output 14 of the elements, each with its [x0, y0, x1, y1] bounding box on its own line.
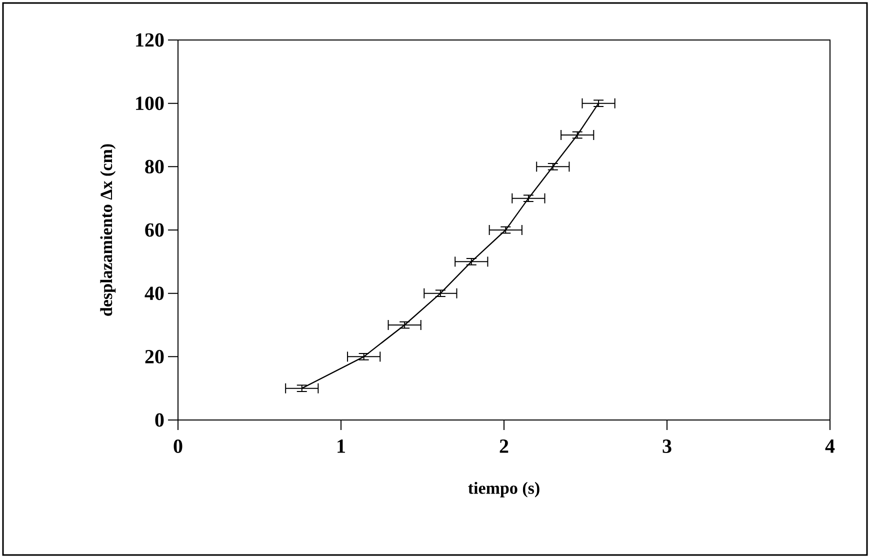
- x-tick-label: 3: [662, 440, 672, 453]
- x-tick-label: 1: [338, 440, 345, 453]
- x-axis-title: tiempo (s): [468, 482, 540, 498]
- y-axis-title: desplazamiento Δx (cm): [100, 144, 116, 316]
- y-tick-label: 80: [145, 160, 164, 174]
- y-tick-label: 60: [145, 223, 164, 237]
- x-tick-label: 0: [174, 440, 182, 454]
- y-tick-label: 120: [136, 33, 164, 47]
- y-tick-label: 0: [155, 413, 164, 427]
- x-tick-label: 2: [500, 440, 508, 453]
- x-tick-label: 4: [825, 440, 835, 453]
- y-tick-label: 100: [136, 96, 164, 110]
- y-tick-label: 20: [145, 350, 164, 364]
- y-tick-label: 40: [144, 286, 164, 300]
